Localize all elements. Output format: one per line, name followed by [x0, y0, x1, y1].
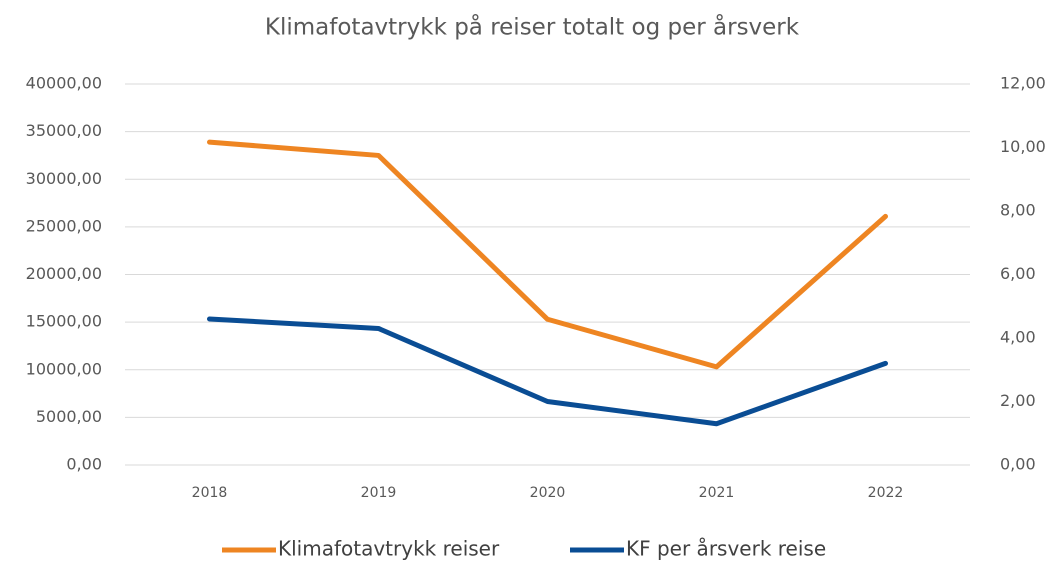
- y-tick-label: 10000,00: [26, 359, 102, 378]
- x-tick-label: 2020: [530, 485, 566, 501]
- y-tick-label: 35000,00: [26, 121, 102, 140]
- y-tick-label: 0,00: [66, 455, 102, 474]
- y-tick-label: 5000,00: [36, 407, 102, 426]
- x-tick-label: 2019: [361, 485, 397, 501]
- y2-tick-label: 0,00: [1000, 455, 1036, 474]
- y-tick-label: 25000,00: [26, 216, 102, 235]
- y2-tick-label: 6,00: [1000, 264, 1036, 283]
- y-tick-label: 40000,00: [26, 74, 102, 93]
- y2-tick-label: 12,00: [1000, 74, 1046, 93]
- x-tick-label: 2022: [868, 485, 904, 501]
- y2-tick-label: 10,00: [1000, 137, 1046, 156]
- y-tick-label: 15000,00: [26, 312, 102, 331]
- legend-label: KF per årsverk reise: [626, 537, 826, 561]
- x-tick-label: 2021: [699, 485, 735, 501]
- y2-tick-label: 4,00: [1000, 328, 1036, 347]
- y2-tick-label: 2,00: [1000, 391, 1036, 410]
- y-tick-label: 20000,00: [26, 264, 102, 283]
- x-tick-label: 2018: [192, 485, 228, 501]
- y-tick-label: 30000,00: [26, 169, 102, 188]
- series-line: [207, 316, 888, 427]
- series-line: [207, 139, 888, 370]
- legend-label: Klimafotavtrykk reiser: [278, 537, 500, 561]
- y2-tick-label: 8,00: [1000, 201, 1036, 220]
- chart-title: Klimafotavtrykk på reiser totalt og per …: [265, 13, 800, 41]
